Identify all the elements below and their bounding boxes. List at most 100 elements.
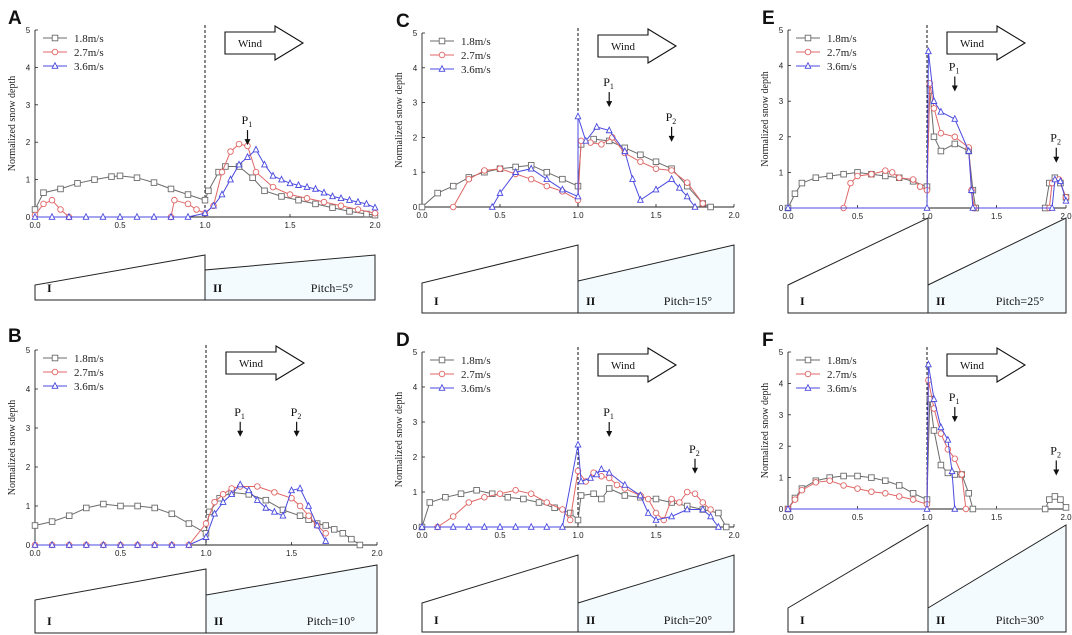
y-tick-label: 1 — [779, 168, 784, 177]
data-point — [278, 193, 285, 200]
y-axis-title: Normalized snow depth — [394, 392, 405, 488]
data-point — [930, 427, 938, 434]
y-tick-label: 0 — [779, 204, 784, 213]
data-point — [668, 512, 676, 520]
data-point — [296, 484, 304, 492]
data-point — [1057, 496, 1064, 503]
data-point — [566, 509, 574, 517]
data-point — [277, 175, 286, 183]
data-point — [100, 500, 107, 508]
y-tick-label: 1 — [413, 168, 418, 177]
data-point — [481, 167, 488, 174]
y-tick-label: 5 — [413, 29, 418, 38]
data-point — [269, 171, 277, 179]
roof-span-II — [205, 564, 378, 634]
data-point — [296, 502, 304, 510]
data-point — [168, 540, 176, 548]
roof-label-I: I — [800, 294, 805, 308]
data-point — [167, 212, 175, 220]
roof-label-II: II — [214, 614, 224, 628]
data-point — [621, 492, 629, 499]
series-3-6m-s — [488, 112, 699, 210]
roof-label-I: I — [434, 294, 439, 308]
data-point — [488, 202, 496, 210]
data-point — [346, 208, 353, 215]
roof-label-II: II — [936, 294, 946, 308]
x-tick-label: 0.5 — [115, 549, 127, 558]
data-point — [496, 490, 504, 498]
data-point — [951, 504, 959, 512]
data-point — [1062, 196, 1070, 204]
data-point — [329, 204, 336, 211]
wind-label: Wind — [960, 360, 984, 372]
data-point — [40, 200, 47, 208]
x-tick-label: 2.0 — [728, 211, 740, 220]
data-point — [201, 208, 209, 217]
series-3-6m-s — [31, 145, 379, 220]
data-point — [598, 495, 605, 503]
panel-label: C — [396, 11, 410, 32]
legend-label: 3.6m/s — [827, 383, 857, 395]
series-2-7m-s — [784, 377, 970, 513]
panel-b: B 0 1 2 3 4 5 0.0 0.5 1.0 1.5 2.0 Normalized snow de… — [7, 326, 383, 634]
data-point — [57, 206, 64, 213]
series-line — [788, 364, 956, 510]
legend-marker — [51, 368, 59, 376]
data-point — [543, 499, 551, 506]
data-point — [270, 507, 278, 515]
x-tick-label: 0.5 — [852, 212, 864, 221]
y-axis-title: Normalized snow depth — [760, 71, 771, 167]
peak-annotation: P1 — [603, 405, 614, 421]
roof-span-I — [421, 244, 579, 314]
data-point — [882, 477, 889, 484]
data-point — [337, 193, 345, 202]
data-point — [574, 192, 582, 200]
wind-arrow — [946, 25, 1027, 61]
data-point — [108, 173, 115, 180]
data-point — [937, 423, 945, 431]
data-point — [951, 455, 959, 463]
data-point — [434, 522, 442, 530]
data-point — [48, 518, 56, 525]
roof-label-I: I — [434, 613, 439, 627]
data-point — [937, 107, 945, 115]
data-point — [504, 494, 512, 501]
data-point — [826, 172, 833, 180]
data-point — [699, 200, 707, 207]
data-point — [362, 199, 371, 207]
data-point — [286, 179, 294, 187]
y-tick-label: 5 — [26, 346, 31, 355]
data-point — [218, 168, 226, 176]
x-tick-label: 1.5 — [991, 212, 1003, 221]
data-point — [271, 489, 278, 496]
legend: 1.8m/s 2.7m/s 3.6m/s — [796, 355, 857, 395]
data-point — [840, 472, 847, 480]
data-point — [644, 508, 652, 516]
data-point — [31, 540, 39, 548]
series-1-8m-s — [418, 135, 714, 211]
data-point — [605, 474, 613, 482]
data-point — [969, 505, 977, 513]
data-point — [613, 481, 621, 489]
data-point — [442, 494, 449, 501]
panel-label: D — [396, 330, 410, 351]
data-point — [652, 158, 660, 166]
data-point — [543, 174, 551, 182]
data-point — [948, 467, 956, 475]
data-point — [574, 440, 582, 448]
data-point — [637, 151, 644, 159]
pitch-label: Pitch=30° — [996, 613, 1044, 627]
data-point — [228, 489, 236, 498]
y-tick-label: 3 — [413, 418, 418, 427]
data-point — [707, 506, 714, 513]
data-point — [840, 170, 847, 178]
data-point — [652, 509, 660, 517]
roof-span-I — [421, 554, 579, 633]
data-point — [577, 477, 585, 485]
series-1-8m-s — [31, 489, 364, 549]
legend-label: 2.7m/s — [74, 47, 104, 59]
x-tick-label: 1.5 — [991, 513, 1003, 522]
data-point — [185, 520, 193, 527]
data-point — [488, 490, 496, 498]
data-point — [784, 504, 792, 512]
